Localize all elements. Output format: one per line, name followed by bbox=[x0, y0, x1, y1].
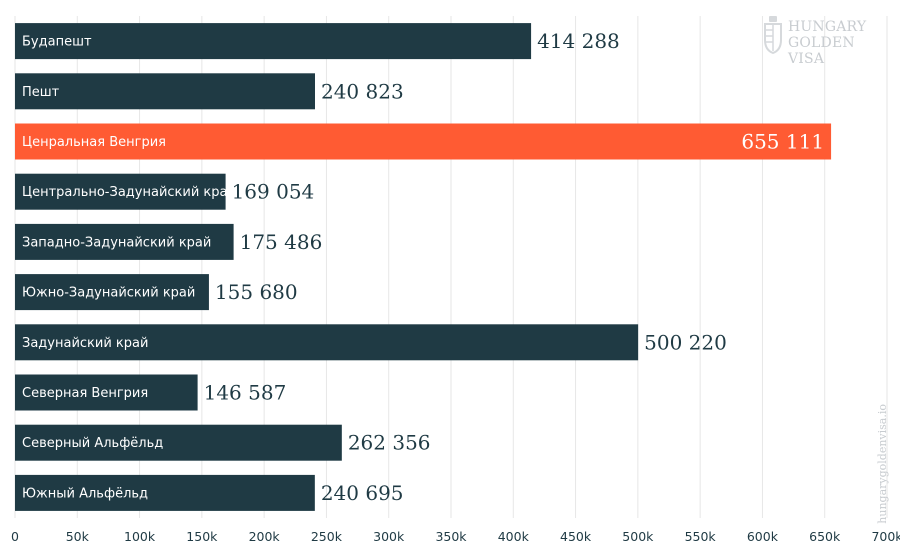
value-label: 655 111 bbox=[741, 130, 824, 154]
category-label: Ценральная Венгрия bbox=[22, 135, 166, 150]
bars: Будапешт 414 288 Пешт 240 823 Ценральная Вен… bbox=[15, 23, 832, 511]
brand-logo: HUNGARY GOLDEN VISA bbox=[762, 16, 892, 67]
x-tick-label: 400k bbox=[498, 529, 530, 544]
bar bbox=[15, 173, 226, 210]
x-tick-label: 250k bbox=[311, 529, 343, 544]
value-label: 146 587 bbox=[204, 381, 287, 405]
category-label: Пешт bbox=[22, 85, 60, 100]
value-label: 155 680 bbox=[215, 280, 298, 304]
x-tick-label: 700k bbox=[871, 529, 900, 544]
value-label: 262 356 bbox=[348, 431, 431, 455]
bar bbox=[15, 324, 639, 361]
category-label: Южный Альфёльд bbox=[22, 486, 148, 501]
category-label: Южно-Задунайский край bbox=[22, 286, 195, 301]
bar bbox=[15, 374, 198, 411]
category-label: Западно-Задунайский край bbox=[22, 235, 211, 250]
x-tick-label: 100k bbox=[124, 529, 156, 544]
x-axis: 0 50k 100k 150k 200k 250k 300k 350k 400k 450k 500k… bbox=[11, 529, 900, 544]
logo-text: HUNGARY GOLDEN VISA bbox=[788, 19, 892, 67]
bar bbox=[15, 223, 234, 260]
x-tick-label: 600k bbox=[747, 529, 779, 544]
value-label: 414 288 bbox=[537, 29, 620, 53]
category-label: Будапешт bbox=[22, 35, 92, 50]
x-tick-label: 0 bbox=[11, 529, 19, 544]
x-tick-label: 150k bbox=[186, 529, 218, 544]
category-label: Центрально-Задунайский край bbox=[22, 185, 236, 200]
grid-lines bbox=[14, 16, 888, 518]
value-label: 240 695 bbox=[321, 481, 404, 505]
category-label: Задунайский край bbox=[22, 336, 148, 351]
x-tick-label: 350k bbox=[435, 529, 467, 544]
x-tick-label: 450k bbox=[560, 529, 592, 544]
bar bbox=[15, 23, 532, 60]
category-label: Северная Венгрия bbox=[22, 386, 148, 401]
x-tick-label: 650k bbox=[809, 529, 841, 544]
value-label: 240 823 bbox=[321, 79, 404, 103]
x-tick-label: 200k bbox=[249, 529, 281, 544]
logo-line-2: GOLDEN VISA bbox=[788, 35, 855, 67]
bar bbox=[15, 73, 315, 110]
bar bbox=[15, 474, 315, 511]
bar-highlighted bbox=[15, 123, 832, 160]
value-label: 169 054 bbox=[232, 180, 315, 204]
value-label: 175 486 bbox=[240, 230, 323, 254]
watermark-url: hungarygoldenvisa.io bbox=[876, 404, 889, 524]
bar bbox=[15, 424, 342, 461]
x-tick-label: 50k bbox=[66, 529, 90, 544]
x-tick-label: 300k bbox=[373, 529, 405, 544]
value-label: 500 220 bbox=[644, 330, 727, 354]
coat-of-arms-icon bbox=[764, 16, 782, 54]
x-tick-label: 550k bbox=[685, 529, 717, 544]
category-label: Северный Альфёльд bbox=[22, 436, 163, 451]
bar bbox=[15, 274, 209, 311]
x-tick-label: 500k bbox=[622, 529, 654, 544]
logo-line-1: HUNGARY bbox=[788, 19, 867, 35]
